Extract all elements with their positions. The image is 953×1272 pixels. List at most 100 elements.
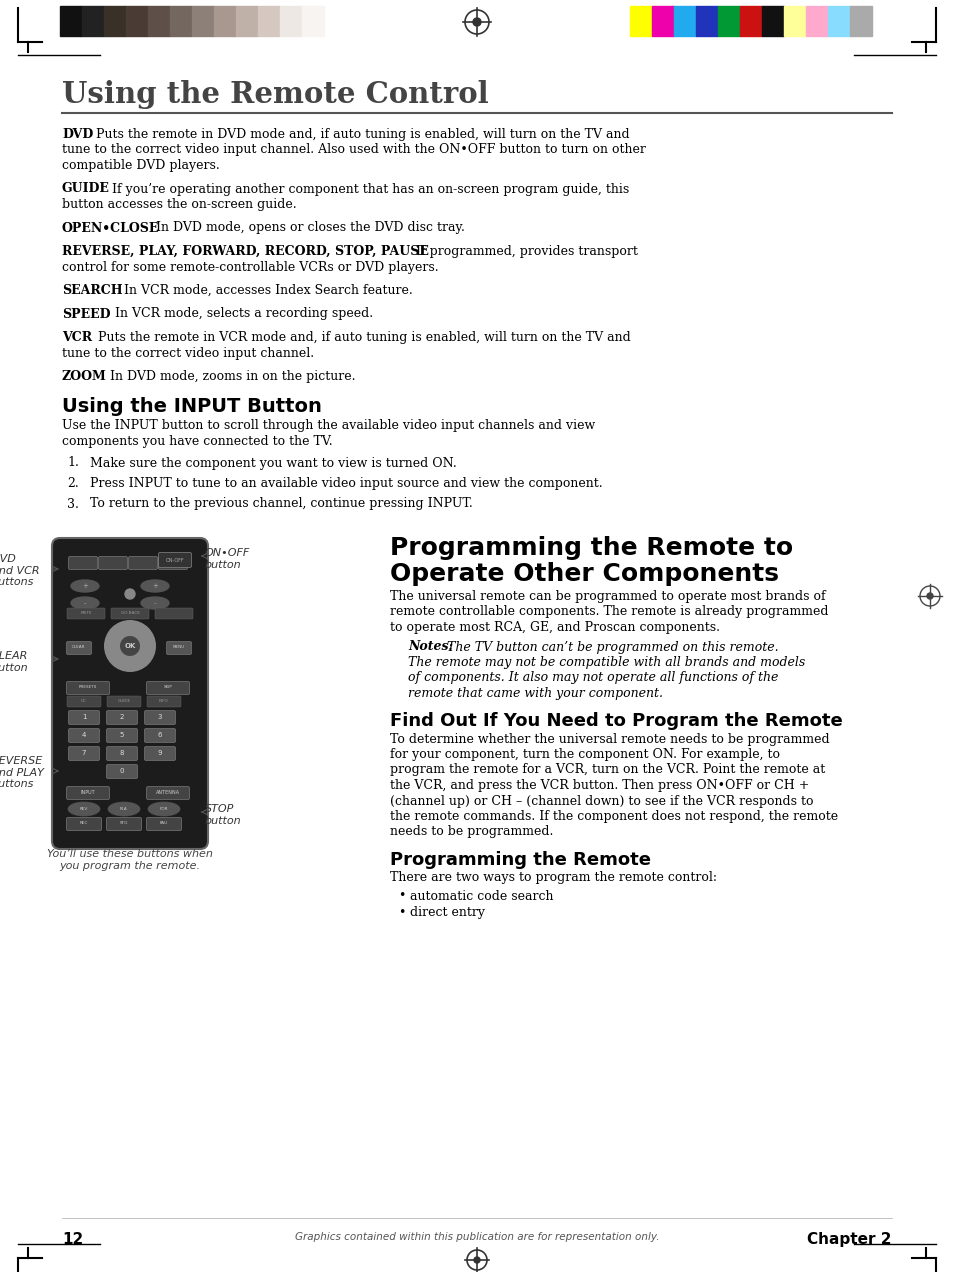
Ellipse shape [71,580,99,591]
Text: Chapter 2: Chapter 2 [806,1233,891,1247]
Text: STO: STO [120,820,128,826]
FancyBboxPatch shape [144,729,175,743]
Text: REC: REC [80,820,88,826]
Text: Press INPUT to tune to an available video input source and view the component.: Press INPUT to tune to an available vide… [90,477,602,490]
FancyBboxPatch shape [147,818,181,831]
Text: INPUT: INPUT [81,790,95,795]
FancyBboxPatch shape [147,682,190,695]
Text: 2: 2 [120,714,124,720]
Text: -: - [153,600,156,605]
Text: OPEN•CLOSE: OPEN•CLOSE [62,221,159,234]
Text: The remote may not be compatible with all brands and models: The remote may not be compatible with al… [408,656,804,669]
Text: The TV button can’t be programmed on this remote.: The TV button can’t be programmed on thi… [442,641,778,654]
Text: REVERSE
and PLAY
buttons: REVERSE and PLAY buttons [0,756,44,789]
Text: Find Out If You Need to Program the Remote: Find Out If You Need to Program the Remo… [390,712,841,730]
Text: PRESETS: PRESETS [79,686,97,689]
Text: GO BACK: GO BACK [120,611,139,614]
Text: There are two ways to program the remote control:: There are two ways to program the remote… [390,871,717,884]
Text: the VCR, and press the VCR button. Then press ON•OFF or CH +: the VCR, and press the VCR button. Then … [390,778,808,792]
FancyBboxPatch shape [158,557,188,570]
FancyBboxPatch shape [67,786,110,800]
Text: 3: 3 [157,714,162,720]
Text: To determine whether the universal remote needs to be programmed: To determine whether the universal remot… [390,733,829,745]
Text: ANTENNA: ANTENNA [155,790,180,795]
Text: CLEAR
button: CLEAR button [0,651,29,673]
Text: •: • [397,906,405,918]
Text: 1.: 1. [67,457,79,469]
FancyBboxPatch shape [67,641,91,655]
Text: 8: 8 [120,750,124,756]
Text: MENU: MENU [172,645,185,649]
Circle shape [125,589,135,599]
FancyBboxPatch shape [67,608,105,619]
Text: remote controllable components. The remote is already programmed: remote controllable components. The remo… [390,605,827,618]
Bar [170,6,192,36]
Circle shape [120,636,140,656]
Bar [740,6,761,36]
Circle shape [104,619,156,672]
Bar [673,6,696,36]
Text: Use the INPUT button to scroll through the available video input channels and vi: Use the INPUT button to scroll through t… [62,420,595,432]
FancyBboxPatch shape [107,764,137,778]
Bar [849,6,871,36]
FancyBboxPatch shape [107,711,137,725]
FancyBboxPatch shape [107,729,137,743]
Text: 0: 0 [120,768,124,773]
Text: GUIDE: GUIDE [117,700,131,703]
Ellipse shape [141,597,169,609]
Text: SEARCH: SEARCH [62,284,123,296]
Text: +: + [152,583,158,589]
Bar [718,6,740,36]
Bar [60,6,82,36]
FancyBboxPatch shape [154,608,193,619]
Bar [783,6,805,36]
Text: FOR: FOR [159,806,168,812]
FancyBboxPatch shape [67,696,101,707]
Text: control for some remote-controllable VCRs or DVD players.: control for some remote-controllable VCR… [62,261,438,273]
Text: -: - [84,600,86,605]
Ellipse shape [108,803,140,817]
FancyBboxPatch shape [107,696,141,707]
Text: ON-OFF: ON-OFF [166,557,184,562]
Text: CLEAR: CLEAR [72,645,86,649]
FancyBboxPatch shape [69,729,99,743]
FancyBboxPatch shape [144,747,175,761]
Text: 4: 4 [82,731,86,738]
Text: ZOOM: ZOOM [62,370,107,383]
Text: 6: 6 [157,731,162,738]
FancyBboxPatch shape [52,538,208,848]
Text: compatible DVD players.: compatible DVD players. [62,159,219,172]
Text: to operate most RCA, GE, and Proscan components.: to operate most RCA, GE, and Proscan com… [390,621,720,633]
Text: Programming the Remote to: Programming the Remote to [390,536,792,560]
Text: 5: 5 [120,731,124,738]
Ellipse shape [71,597,99,609]
FancyBboxPatch shape [111,608,149,619]
FancyBboxPatch shape [69,711,99,725]
Text: Using the Remote Control: Using the Remote Control [62,80,488,109]
Text: Puts the remote in VCR mode and, if auto tuning is enabled, will turn on the TV : Puts the remote in VCR mode and, if auto… [86,331,630,343]
Text: automatic code search: automatic code search [410,889,553,903]
Text: 9: 9 [157,750,162,756]
Bar [827,6,849,36]
Text: Puts the remote in DVD mode and, if auto tuning is enabled, will turn on the TV : Puts the remote in DVD mode and, if auto… [88,128,629,141]
FancyBboxPatch shape [107,818,141,831]
Bar [302,6,324,36]
Text: Graphics contained within this publication are for representation only.: Graphics contained within this publicati… [294,1233,659,1241]
Text: 2.: 2. [67,477,79,490]
Circle shape [473,18,480,25]
Text: remote that came with your component.: remote that came with your component. [408,687,662,700]
Text: In VCR mode, selects a recording speed.: In VCR mode, selects a recording speed. [103,308,373,321]
Bar [148,6,170,36]
Circle shape [926,593,932,599]
Text: To return to the previous channel, continue pressing INPUT.: To return to the previous channel, conti… [90,497,473,510]
Text: CC: CC [81,700,87,703]
Ellipse shape [68,803,100,817]
Bar [629,6,651,36]
Bar [651,6,673,36]
Bar [235,6,257,36]
Text: INFO: INFO [159,700,169,703]
Text: (channel up) or CH – (channel down) to see if the VCR responds to: (channel up) or CH – (channel down) to s… [390,795,813,808]
Bar [280,6,302,36]
Text: REVERSE, PLAY, FORWARD, RECORD, STOP, PAUSE: REVERSE, PLAY, FORWARD, RECORD, STOP, PA… [62,245,429,258]
Text: PLA: PLA [120,806,128,812]
